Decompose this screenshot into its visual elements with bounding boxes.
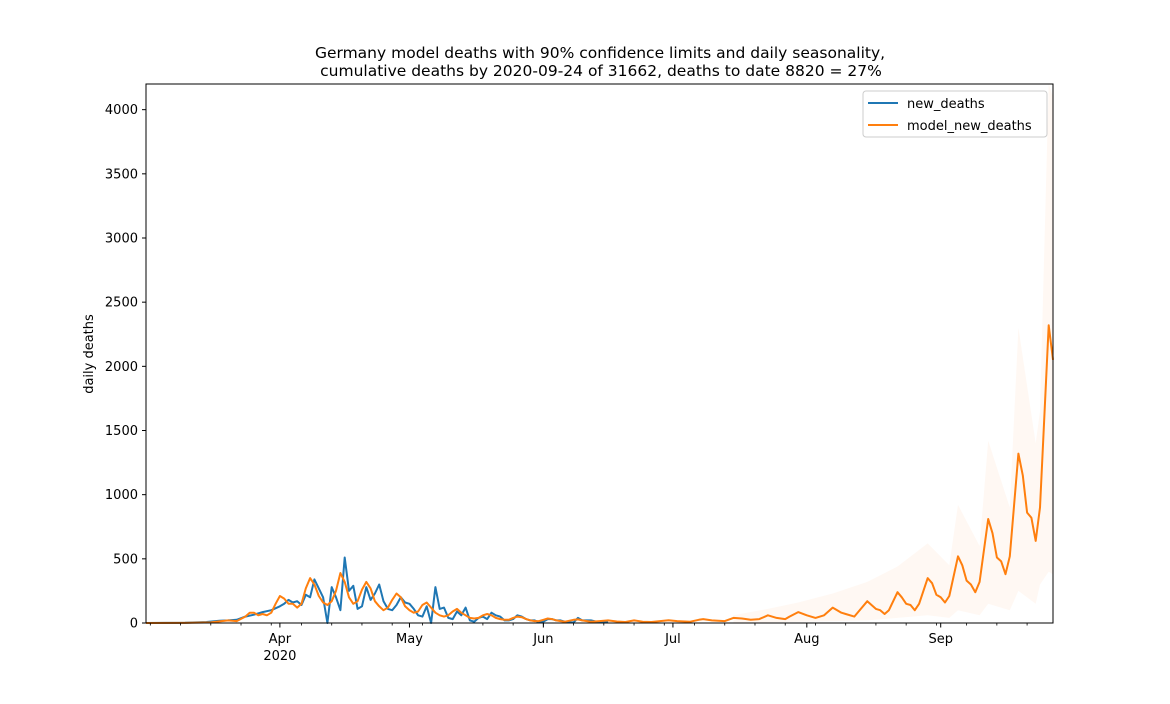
legend-label-model-new-deaths: model_new_deaths: [907, 119, 1032, 134]
y-tick-label: 0: [130, 617, 138, 632]
y-tick-label: 1000: [105, 488, 138, 503]
x-tick-label: Jul: [664, 632, 681, 647]
x-tick-label: May: [396, 632, 423, 647]
y-tick-label: 3000: [105, 232, 138, 247]
y-axis-label: daily deaths: [82, 314, 97, 394]
series-line-model-new-deaths: [145, 324, 1054, 624]
x-tick-label: Sep: [928, 632, 953, 647]
confidence-band: [733, 84, 1053, 623]
x-axis: Apr 2020 May Jun Jul Aug Sep: [149, 623, 1028, 664]
legend-label-new-deaths: new_deaths: [907, 97, 985, 112]
legend-box: [862, 90, 1048, 138]
y-tick-label: 500: [113, 552, 138, 567]
x-tick-sublabel: 2020: [263, 649, 296, 664]
plot-frame: [145, 83, 1054, 624]
y-tick-label: 2000: [105, 360, 138, 375]
chart-title-line-1: Germany model deaths with 90% confidence…: [315, 44, 885, 62]
y-tick-label: 2500: [105, 296, 138, 311]
y-tick-label: 4000: [105, 103, 138, 118]
y-tick-label: 1500: [105, 424, 138, 439]
series-line-new-deaths: [145, 556, 609, 624]
confidence-band-layer: [733, 84, 1053, 623]
chart-title-line-2: cumulative deaths by 2020-09-24 of 31662…: [320, 62, 882, 80]
series-layer: [145, 324, 1054, 624]
x-tick-label: Apr: [269, 632, 292, 647]
legend: new_deaths model_new_deaths: [862, 90, 1048, 138]
x-tick-label: Aug: [794, 632, 819, 647]
y-tick-label: 3500: [105, 167, 138, 182]
y-axis: 0 500 1000 1500 2000 2500 3000 3500 4000: [105, 103, 146, 632]
x-tick-label: Jun: [532, 632, 553, 647]
